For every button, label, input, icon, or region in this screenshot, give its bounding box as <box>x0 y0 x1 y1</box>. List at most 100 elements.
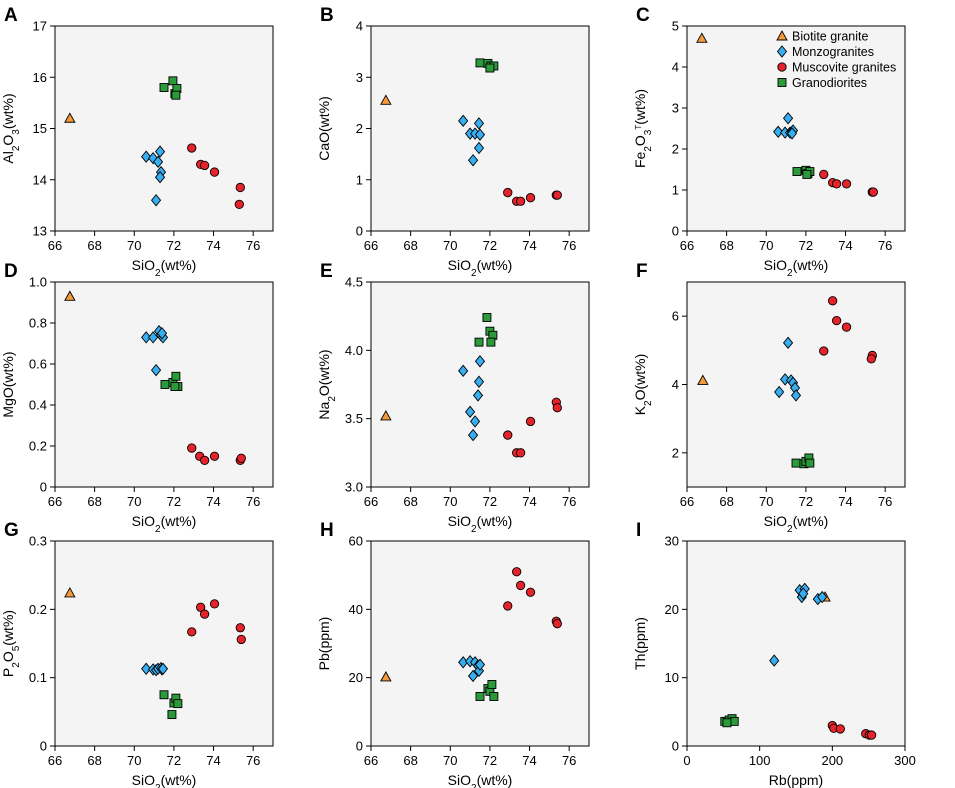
data-point-biotite <box>64 112 76 123</box>
x-tick-label: 70 <box>443 753 457 768</box>
y-axis-label: Fe2O3T(wt%) <box>632 89 654 168</box>
x-tick-label: 66 <box>364 238 378 253</box>
data-point-biotite <box>697 374 709 385</box>
data-point-muscovite <box>868 187 878 197</box>
y-tick-label: 0 <box>672 224 679 239</box>
y-tick-label: 0.1 <box>29 670 47 685</box>
data-point-muscovite <box>835 724 845 734</box>
series-monzo <box>141 324 169 377</box>
y-tick-label: 0 <box>356 224 363 239</box>
x-axis-label: SiO2(wt%) <box>448 513 513 535</box>
plot-area <box>371 541 589 746</box>
x-tick-label: 70 <box>443 494 457 509</box>
x-tick-label: 300 <box>894 753 916 768</box>
y-tick-label: 1 <box>672 183 679 198</box>
x-tick-label: 72 <box>167 238 181 253</box>
series-grano <box>475 680 499 701</box>
data-point-muscovite <box>552 403 562 413</box>
plot-area <box>55 26 273 231</box>
data-point-monzo <box>156 327 168 340</box>
series-muscovite <box>827 720 877 740</box>
data-point-muscovite <box>187 627 197 637</box>
x-tick-label: 68 <box>87 494 101 509</box>
data-point-monzo <box>774 385 785 399</box>
panel-F: F 66 68 70 72 74 76 2 4 6 SiO2(wt%) K2O(wt%) <box>632 261 906 535</box>
data-point-muscovite <box>866 730 877 740</box>
data-point-monzo <box>154 170 166 184</box>
data-point-grano <box>487 680 497 689</box>
data-point-grano <box>170 382 180 391</box>
legend-label-biotite: Biotite granite <box>792 30 868 44</box>
data-point-grano <box>489 692 499 701</box>
series-monzo <box>774 336 802 402</box>
x-tick-label: 76 <box>246 238 260 253</box>
series-muscovite <box>819 296 877 364</box>
data-point-monzo <box>154 145 166 158</box>
data-point-muscovite <box>199 609 210 619</box>
series-monzo <box>141 661 169 677</box>
panel-C: C 66 68 70 72 74 76 0 1 2 3 4 5 SiO2(wt%) Fe2O3T(wt%) B… <box>632 5 906 279</box>
y-tick-label: 15 <box>33 121 47 136</box>
y-tick-label: 0.2 <box>29 439 47 454</box>
x-tick-label: 76 <box>562 494 576 509</box>
data-point-monzo <box>474 355 486 368</box>
data-point-muscovite <box>841 179 852 189</box>
data-point-monzo <box>157 662 169 675</box>
series-grano <box>160 371 183 391</box>
x-tick-label: 66 <box>364 753 378 768</box>
x-tick-label: 0 <box>683 753 690 768</box>
panel-letter: I <box>636 520 641 541</box>
plot-frame <box>54 25 274 232</box>
data-point-monzo <box>141 331 152 344</box>
panel-letter: B <box>320 5 334 26</box>
data-point-monzo <box>474 128 486 141</box>
panel-letter: A <box>4 5 18 26</box>
data-point-biotite <box>380 410 392 421</box>
data-point-grano <box>729 716 739 726</box>
data-point-grano <box>474 337 484 347</box>
x-tick-label: 70 <box>759 238 773 253</box>
legend-marker-grano <box>777 78 787 87</box>
panel-I: I 0 100 200 300 0 10 20 30 Rb(ppm) Th(ppm) <box>632 520 916 788</box>
plot-area <box>687 541 905 746</box>
data-point-monzo <box>467 669 479 683</box>
x-axis-label: SiO2(wt%) <box>132 513 197 535</box>
x-tick-label: 74 <box>206 238 220 253</box>
series-grano <box>791 453 815 469</box>
data-point-muscovite <box>199 455 210 465</box>
data-point-muscovite <box>866 354 876 364</box>
y-tick-label: 16 <box>33 70 47 85</box>
data-point-grano <box>805 458 815 468</box>
y-tick-label: 4 <box>672 60 679 75</box>
series-biotite <box>64 112 76 123</box>
x-tick-label: 66 <box>48 494 62 509</box>
y-tick-label: 2 <box>672 445 679 460</box>
data-point-muscovite <box>819 346 829 356</box>
data-point-monzo <box>790 389 802 402</box>
data-point-monzo <box>467 154 479 167</box>
y-tick-label: 17 <box>33 19 47 34</box>
data-point-muscovite <box>525 416 536 427</box>
plot-frame <box>686 25 906 232</box>
x-tick-label: 70 <box>759 494 773 509</box>
x-tick-label: 70 <box>443 238 457 253</box>
data-point-muscovite <box>515 580 526 591</box>
x-tick-label: 70 <box>127 494 141 509</box>
x-tick-label: 76 <box>878 238 892 253</box>
series-biotite <box>380 671 392 682</box>
y-tick-label: 20 <box>665 602 679 617</box>
data-point-grano <box>791 458 801 468</box>
series-muscovite <box>503 187 562 206</box>
x-tick-label: 66 <box>680 494 694 509</box>
data-point-muscovite <box>209 167 220 177</box>
y-tick-label: 0 <box>356 739 363 754</box>
data-point-biotite <box>380 671 392 682</box>
legend-label-monzo: Monzogranites <box>792 45 874 59</box>
y-tick-label: 6 <box>672 309 679 324</box>
x-tick-label: 74 <box>206 753 220 768</box>
panel-letter: E <box>320 261 333 282</box>
data-point-grano <box>159 690 169 700</box>
data-point-monzo <box>148 331 159 344</box>
series-muscovite <box>187 599 246 645</box>
x-tick-label: 68 <box>719 238 733 253</box>
